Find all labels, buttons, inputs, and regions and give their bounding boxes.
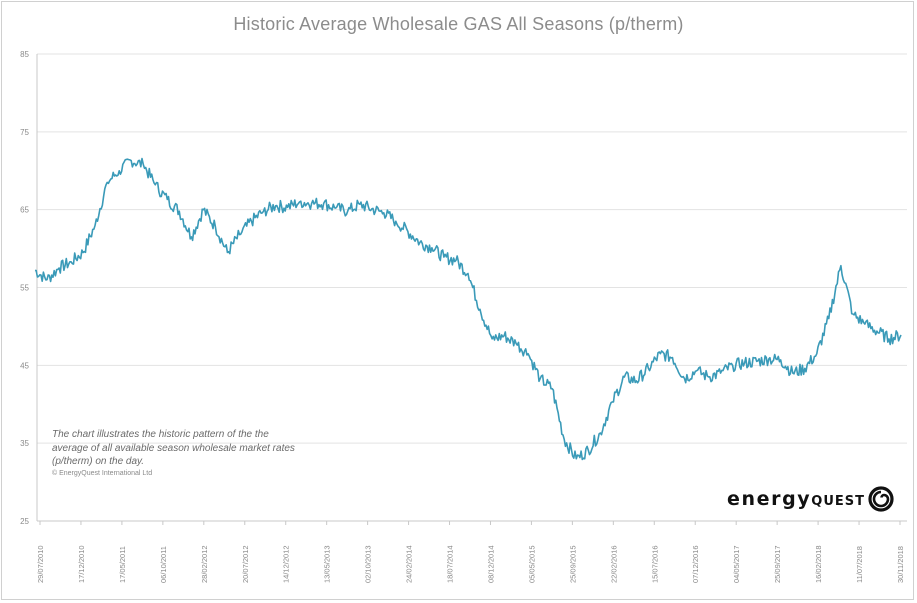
y-tick-labels: 25 35 45 55 65 75 85 bbox=[20, 50, 29, 526]
y-tick-label: 65 bbox=[20, 206, 29, 215]
x-tick-label: 16/02/2018 bbox=[814, 545, 823, 583]
x-tick-label: 11/07/2018 bbox=[855, 546, 864, 583]
x-tick-label: 17/05/2011 bbox=[118, 546, 127, 583]
copyright-text: © EnergyQuest International Ltd bbox=[52, 469, 153, 477]
y-tick-label: 85 bbox=[20, 50, 29, 59]
x-tick-label: 06/10/2011 bbox=[159, 546, 168, 583]
chart-note-text: The chart illustrates the historic patte… bbox=[52, 429, 295, 467]
logo-wordmark: energyQUEST bbox=[727, 488, 865, 510]
x-tick-label: 20/07/2012 bbox=[241, 545, 250, 583]
x-tick-label: 02/10/2013 bbox=[364, 545, 373, 583]
x-tick-label: 15/07/2016 bbox=[650, 545, 659, 583]
y-tick-label: 35 bbox=[20, 439, 29, 448]
x-tick-label: 24/02/2014 bbox=[405, 545, 414, 583]
chart-title: Historic Average Wholesale GAS All Seaso… bbox=[233, 14, 684, 34]
x-tick-label: 18/07/2014 bbox=[446, 545, 455, 583]
logo-word-quest: QUEST bbox=[811, 494, 865, 509]
series-line bbox=[34, 157, 902, 461]
axes bbox=[36, 54, 907, 525]
x-tick-label: 07/12/2016 bbox=[691, 545, 700, 583]
x-tick-label: 17/12/2010 bbox=[77, 545, 86, 583]
x-tick-label: 05/05/2015 bbox=[527, 545, 536, 583]
x-tick-label: 28/02/2012 bbox=[200, 545, 209, 583]
logo-word: energy bbox=[727, 488, 812, 510]
y-tick-label: 55 bbox=[20, 284, 29, 293]
y-tick-label: 45 bbox=[20, 361, 29, 370]
x-tick-label: 29/07/2010 bbox=[36, 545, 45, 583]
x-tick-label: 04/05/2017 bbox=[732, 545, 741, 583]
x-tick-label: 25/09/2017 bbox=[773, 545, 782, 583]
x-tick-label: 25/09/2015 bbox=[568, 545, 577, 583]
x-tick-label: 13/05/2013 bbox=[323, 545, 332, 583]
y-tick-label: 25 bbox=[20, 517, 29, 526]
y-tick-label: 75 bbox=[20, 128, 29, 137]
x-tick-label: 30/11/2018 bbox=[896, 546, 905, 583]
swirl-logo-icon bbox=[868, 486, 894, 512]
x-tick-labels: 29/07/2010 17/12/2010 17/05/2011 06/10/2011… bbox=[36, 545, 905, 583]
x-tick-label: 22/02/2016 bbox=[609, 545, 618, 583]
chart-note: The chart illustrates the historic patte… bbox=[52, 428, 302, 479]
x-tick-label: 08/12/2014 bbox=[486, 545, 495, 583]
x-tick-label: 14/12/2012 bbox=[282, 545, 291, 583]
energyquest-logo: energyQUEST bbox=[727, 483, 894, 515]
